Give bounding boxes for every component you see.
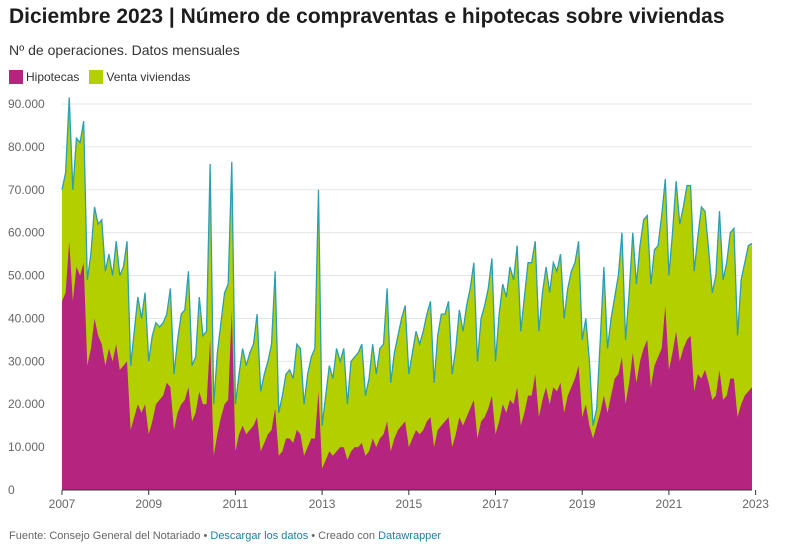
y-tick-label: 30.000 [8,354,45,368]
x-tick-label: 2023 [742,497,769,511]
created-with-text: Creado con [318,530,376,542]
legend-label-hipotecas: Hipotecas [26,70,80,84]
y-tick-label: 70.000 [8,183,45,197]
y-tick-label: 60.000 [8,226,45,240]
x-tick-label: 2019 [569,497,596,511]
area-hipotecas [62,241,752,490]
y-tick-label: 20.000 [8,397,45,411]
legend-item-venta-viviendas: Venta viviendas [89,70,190,84]
x-tick-label: 2011 [222,497,248,511]
x-tick-label: 2017 [482,497,509,511]
legend-item-hipotecas: Hipotecas [9,70,79,84]
y-tick-label: 90.000 [8,97,45,111]
y-tick-label: 40.000 [8,311,45,325]
legend-label-venta-viviendas: Venta viviendas [106,70,191,84]
legend-swatch-hipotecas [9,70,23,84]
x-tick-label: 2021 [656,497,683,511]
chart-title: Diciembre 2023 | Número de compraventas … [9,5,725,28]
source-text: Fuente: Consejo General del Notariado [9,530,201,542]
separator: • [200,530,211,542]
x-tick-label: 2013 [309,497,336,511]
chart-subtitle: Nº de operaciones. Datos mensuales [9,42,240,58]
y-tick-label: 80.000 [8,140,45,154]
datawrapper-link[interactable]: Datawrapper [378,530,442,542]
legend-swatch-venta-viviendas [89,70,104,84]
footer: Fuente: Consejo General del Notariado • … [9,530,441,542]
x-tick-label: 2015 [395,497,422,511]
legend: Hipotecas Venta viviendas [9,70,190,84]
line-venta-viviendas [61,97,753,426]
y-tick-label: 0 [8,483,15,497]
x-tick-label: 2007 [49,497,76,511]
separator: • [308,530,319,542]
y-tick-label: 10.000 [8,440,45,454]
y-tick-label: 50.000 [8,269,45,283]
x-tick-label: 2009 [135,497,162,511]
download-data-link[interactable]: Descargar los datos [210,530,309,542]
